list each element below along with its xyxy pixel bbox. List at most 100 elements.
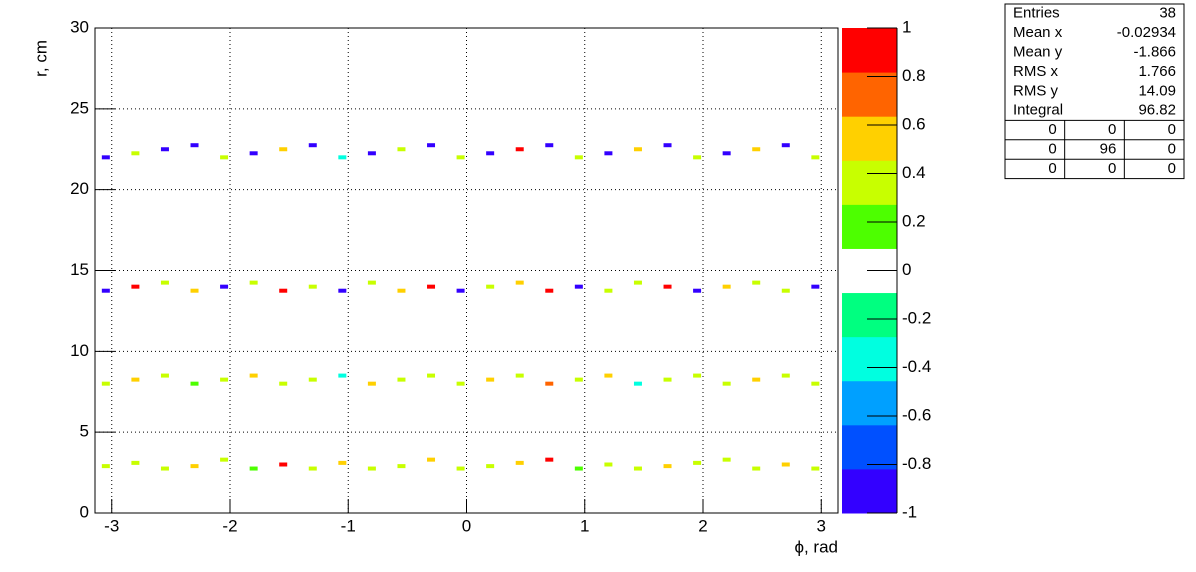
cell bbox=[604, 373, 613, 378]
cell bbox=[190, 288, 199, 293]
cell bbox=[249, 280, 258, 285]
cell bbox=[752, 377, 761, 382]
x-tick-label: 3 bbox=[817, 516, 826, 535]
stat-label: Mean x bbox=[1013, 24, 1063, 41]
cell bbox=[574, 155, 583, 160]
stat-label: RMS y bbox=[1013, 82, 1059, 99]
cell bbox=[545, 143, 554, 148]
cell bbox=[279, 462, 288, 467]
cell bbox=[515, 280, 524, 285]
x-tick-label: 1 bbox=[580, 516, 589, 535]
palette-band bbox=[842, 468, 897, 514]
cell bbox=[633, 280, 642, 285]
cell bbox=[604, 151, 613, 156]
z-tick-label: 0.8 bbox=[902, 66, 926, 85]
palette-band bbox=[842, 204, 897, 249]
cell bbox=[101, 155, 110, 160]
cell bbox=[515, 460, 524, 465]
cell bbox=[781, 462, 790, 467]
cell bbox=[397, 288, 406, 293]
cell bbox=[160, 280, 169, 285]
cell bbox=[545, 381, 554, 386]
cell bbox=[160, 466, 169, 471]
cell bbox=[515, 147, 524, 152]
cell bbox=[811, 466, 820, 471]
y-tick-label: 30 bbox=[70, 17, 89, 36]
cell bbox=[338, 373, 347, 378]
cell bbox=[160, 147, 169, 152]
cell bbox=[131, 284, 140, 289]
cell bbox=[220, 284, 229, 289]
cell bbox=[279, 381, 288, 386]
cell bbox=[397, 464, 406, 469]
cell bbox=[427, 457, 436, 462]
y-tick-label: 5 bbox=[80, 422, 89, 441]
cell bbox=[722, 151, 731, 156]
x-tick-label: -1 bbox=[341, 516, 356, 535]
cell bbox=[574, 466, 583, 471]
stat-value: -0.02934 bbox=[1117, 24, 1176, 41]
cell bbox=[545, 457, 554, 462]
cell bbox=[190, 143, 199, 148]
x-tick-label: -2 bbox=[222, 516, 237, 535]
cell bbox=[367, 466, 376, 471]
stat-value: 1.766 bbox=[1138, 63, 1176, 80]
stats-cell: 96 bbox=[1100, 140, 1117, 157]
cell bbox=[338, 155, 347, 160]
stat-value: -1.866 bbox=[1133, 43, 1176, 60]
cell bbox=[367, 381, 376, 386]
cell bbox=[279, 147, 288, 152]
cell bbox=[663, 377, 672, 382]
x-tick-label: -3 bbox=[104, 516, 119, 535]
cell bbox=[190, 464, 199, 469]
y-tick-label: 0 bbox=[80, 502, 89, 521]
cell bbox=[722, 457, 731, 462]
stat-label: RMS x bbox=[1013, 63, 1059, 80]
cell bbox=[101, 381, 110, 386]
cell bbox=[427, 373, 436, 378]
z-tick-label: 0.2 bbox=[902, 211, 926, 230]
cell bbox=[308, 466, 317, 471]
cell bbox=[131, 377, 140, 382]
cell bbox=[752, 147, 761, 152]
stats-cell: 0 bbox=[1168, 160, 1176, 177]
cell bbox=[722, 381, 731, 386]
palette-band bbox=[842, 28, 897, 73]
cell bbox=[456, 155, 465, 160]
stats-cell: 0 bbox=[1048, 140, 1056, 157]
z-tick-label: 0.4 bbox=[902, 163, 926, 182]
x-axis-label: ϕ, rad bbox=[794, 537, 838, 556]
cell bbox=[693, 460, 702, 465]
cell bbox=[220, 457, 229, 462]
cell bbox=[190, 381, 199, 386]
cell bbox=[486, 464, 495, 469]
stat-label: Integral bbox=[1013, 102, 1063, 119]
cell bbox=[456, 288, 465, 293]
cell bbox=[308, 377, 317, 382]
stat-value: 14.09 bbox=[1138, 82, 1176, 99]
palette-band bbox=[842, 380, 897, 426]
cell bbox=[811, 284, 820, 289]
y-axis-label: r, cm bbox=[31, 40, 50, 77]
stat-value: 38 bbox=[1159, 5, 1176, 22]
cell bbox=[604, 288, 613, 293]
cell bbox=[545, 288, 554, 293]
cell bbox=[633, 147, 642, 152]
cell bbox=[249, 466, 258, 471]
cell bbox=[249, 151, 258, 156]
cell bbox=[663, 284, 672, 289]
z-tick-label: -1 bbox=[902, 502, 917, 521]
stats-cell: 0 bbox=[1108, 160, 1116, 177]
z-tick-label: -0.6 bbox=[902, 405, 931, 424]
stats-cell: 0 bbox=[1108, 121, 1116, 138]
cell bbox=[279, 288, 288, 293]
cell bbox=[574, 377, 583, 382]
x-tick-label: 0 bbox=[462, 516, 471, 535]
cell bbox=[220, 377, 229, 382]
palette-band bbox=[842, 292, 897, 338]
stat-label: Mean y bbox=[1013, 43, 1063, 60]
cell bbox=[308, 143, 317, 148]
cell bbox=[338, 288, 347, 293]
palette-band bbox=[842, 160, 897, 205]
